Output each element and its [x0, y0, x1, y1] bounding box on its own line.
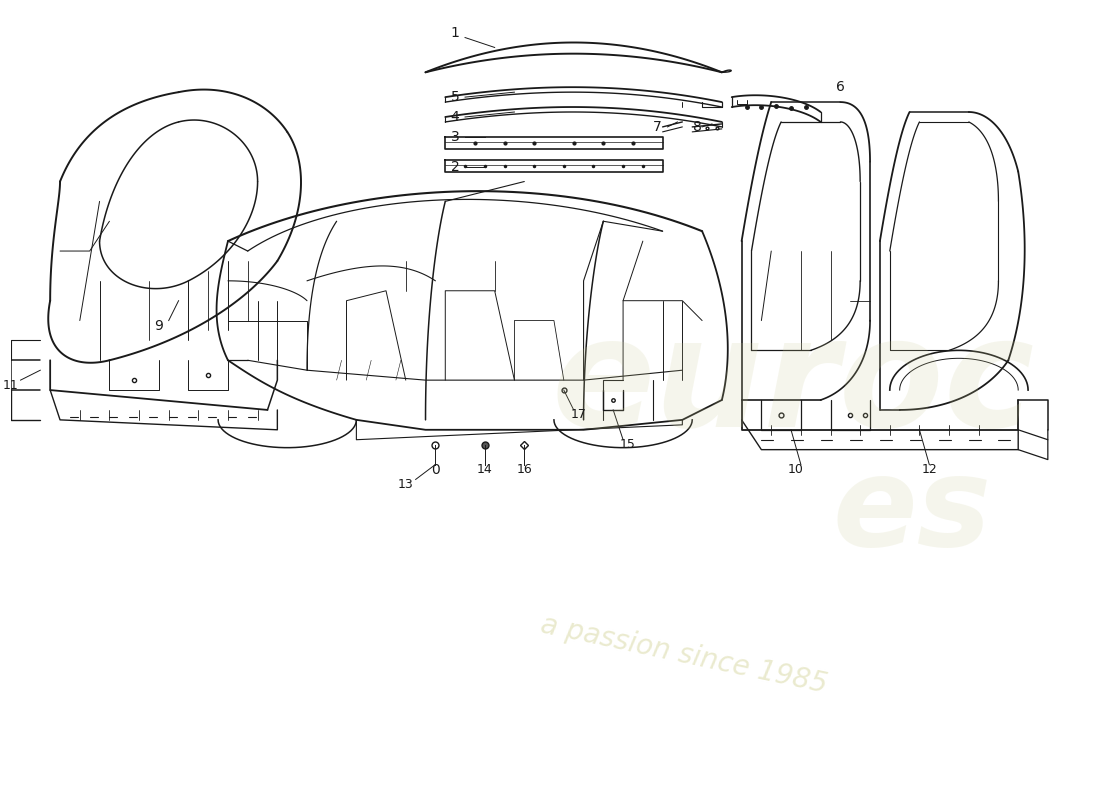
- Text: euroc: euroc: [551, 310, 1035, 458]
- Text: 6: 6: [836, 80, 845, 94]
- Text: 9: 9: [154, 318, 163, 333]
- Text: a passion since 1985: a passion since 1985: [538, 610, 830, 698]
- Text: 17: 17: [571, 408, 586, 422]
- Text: 13: 13: [398, 478, 414, 491]
- Text: es: es: [833, 450, 992, 572]
- Text: 15: 15: [620, 438, 636, 451]
- Text: 5: 5: [451, 90, 460, 104]
- Text: 7: 7: [653, 120, 662, 134]
- Text: 10: 10: [788, 463, 804, 476]
- Text: 0: 0: [431, 462, 440, 477]
- Text: 3: 3: [451, 130, 460, 144]
- Text: 4: 4: [451, 110, 460, 124]
- Text: 11: 11: [3, 378, 19, 392]
- Text: 1: 1: [451, 26, 460, 39]
- Text: 12: 12: [922, 463, 937, 476]
- Text: 8: 8: [693, 120, 702, 134]
- Text: 2: 2: [451, 160, 460, 174]
- Text: 16: 16: [516, 463, 532, 476]
- Text: 14: 14: [477, 463, 493, 476]
